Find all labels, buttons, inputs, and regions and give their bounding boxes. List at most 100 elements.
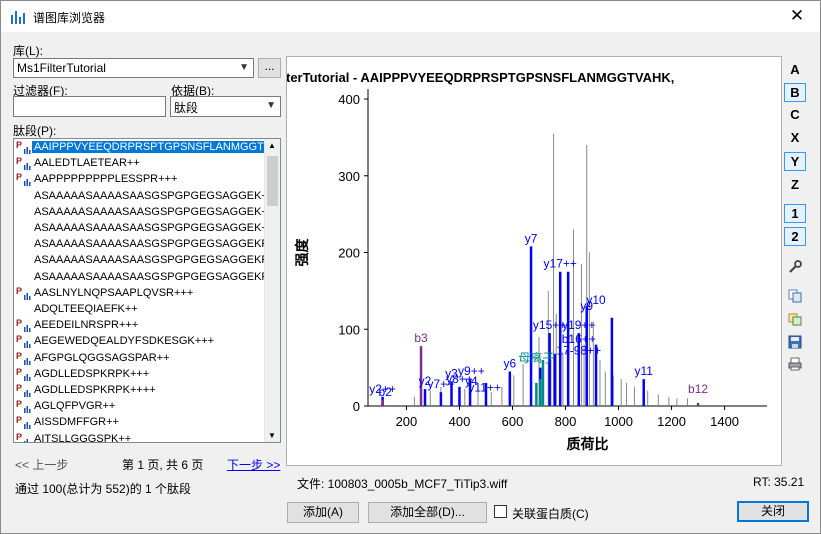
peak-label: y4 (465, 374, 478, 388)
close-button[interactable]: 关闭 (737, 501, 809, 522)
peptide-list[interactable]: P AAIPPPVYEEQDRPRSPTGPSNSFLANMGGTV P AALEDT… (13, 138, 281, 443)
print-icon[interactable] (787, 356, 803, 372)
peptide-spectrum-icon: P (16, 172, 31, 187)
ion-y-toggle[interactable]: Y (784, 152, 806, 171)
peak-label: b2 (379, 385, 393, 399)
peptide-sequence: ASAAAAASAAAASAASGSPGPGEGSAGGEKR+ (34, 238, 276, 251)
peptide-list-item[interactable]: ADQLTEEQIAEFK++ (14, 302, 266, 318)
peak-label: y9 (580, 299, 593, 313)
peptide-list-item[interactable]: ASAAAAASAAAASAASGSPGPGEGSAGGEKR+ (14, 270, 276, 286)
peak-label: y19++ (562, 318, 595, 332)
save-icon[interactable] (787, 334, 803, 350)
peak-label: y2 (419, 374, 432, 388)
peptide-list-item[interactable]: P AALEDTLAETEAR++ (14, 156, 266, 172)
peptide-list-item[interactable]: P AEGEWEDQEALDYFSDKESGK+++ (14, 334, 266, 350)
peak-label: y15++ (533, 318, 566, 332)
peptide-list-item[interactable]: P AEEDEILNRSPR+++ (14, 318, 266, 334)
svg-text:P: P (16, 383, 22, 393)
x-tick-label: 1200 (657, 414, 686, 429)
peak-label: y2++ (369, 382, 396, 396)
y-axis-label: 强度 (294, 238, 310, 267)
svg-text:P: P (16, 351, 22, 361)
filter-input[interactable] (13, 96, 166, 117)
peptide-list-scrollbar[interactable]: ▲ ▼ (264, 139, 280, 442)
peptide-list-item[interactable]: ASAAAAASAAAASAASGSPGPGEGSAGGEK++ (14, 189, 274, 205)
close-window-icon[interactable]: ✕ (789, 6, 805, 25)
peptide-list-item[interactable]: ASAAAAASAAAASAASGSPGPGEGSAGGEKR+ (14, 237, 276, 253)
spectrum-plot[interactable]: terTutorial - AAIPPPVYEEQDRPRSPTGPSNSFLA… (286, 56, 782, 466)
peptide-sequence: AAIPPPVYEEQDRPRSPTGPSNSFLANMGGTV (32, 141, 274, 153)
x-tick-label: 1000 (604, 414, 633, 429)
peptide-list-item[interactable]: P AGDLLEDSPKRPK+++ (14, 367, 266, 383)
peak-label: y3 (445, 366, 458, 380)
peak-label: y11++ (468, 380, 500, 394)
svg-text:P: P (16, 432, 22, 442)
basis-value: 肽段 (174, 101, 199, 115)
ion-z-toggle[interactable]: Z (791, 177, 799, 192)
charge-2-toggle[interactable]: 2 (784, 227, 806, 246)
peptide-spectrum-icon: P (16, 415, 31, 430)
peptide-sequence: ASAAAAASAAAASAASGSPGPGEGSAGGEKR+ (34, 254, 276, 267)
peptide-sequence: AASLNYLNQPSAAPLQVSR+++ (34, 286, 194, 299)
svg-text:P: P (16, 172, 22, 182)
peptide-spectrum-icon: P (16, 383, 31, 397)
add-all-button[interactable]: 添加全部(D)... (368, 502, 487, 523)
edit-library-button[interactable]: ... (258, 58, 281, 78)
peptide-list-item[interactable]: P AFGPGLQGGSAGSPAR++ (14, 351, 266, 367)
peak-label: y7++ (428, 377, 455, 391)
ion-c-toggle[interactable]: C (790, 107, 800, 122)
peak-label: y8++ (446, 372, 473, 386)
ion-b-toggle[interactable]: B (784, 83, 806, 102)
peptide-list-item[interactable]: P AASLNYLNQPSAAPLQVSR+++ (14, 286, 266, 302)
peptide-list-item[interactable]: ASAAAAASAAAASAASGSPGPGEGSAGGEK++ (14, 205, 274, 221)
wrench-icon[interactable] (787, 259, 803, 275)
peptide-sequence: ASAAAAASAAAASAASGSPGPGEGSAGGEK++ (34, 189, 275, 202)
basis-select[interactable]: 肽段 ▼ (170, 96, 281, 117)
peptide-list-item[interactable]: P AGLQFPVGR++ (14, 399, 266, 415)
x-tick-label: 1400 (710, 414, 739, 429)
peptide-sequence: AGLQFPVGR++ (34, 400, 116, 413)
svg-text:P: P (16, 318, 22, 328)
status-text: 通过 100(总计为 552)的 1 个肽段 (15, 482, 192, 496)
prev-page-link[interactable]: << 上一步 (15, 458, 69, 472)
page-info: 第 1 页, 共 6 页 (122, 458, 204, 472)
scroll-up-icon[interactable]: ▲ (268, 141, 276, 150)
peptide-list-item[interactable]: P AGDLLEDSPKRPK++++ (14, 383, 266, 399)
chart-title: terTutorial - AAIPPPVYEEQDRPRSPTGPSNSFLA… (287, 70, 674, 85)
peak-label: y10 (586, 293, 606, 307)
y-tick-label: 0 (353, 399, 360, 414)
peptide-spectrum-icon: P (16, 286, 31, 300)
spectrum-chart: terTutorial - AAIPPPVYEEQDRPRSPTGPSNSFLA… (287, 70, 767, 452)
ion-x-toggle[interactable]: X (790, 130, 800, 145)
basis-label: 依据(B): (171, 84, 215, 98)
peptide-list-item[interactable]: P AISSDMFFGR++ (14, 415, 266, 431)
window-title: 谱图库浏览器 (33, 11, 106, 25)
peptide-list-item[interactable]: P AAIPPPVYEEQDRPRSPTGPSNSFLANMGGTV (14, 140, 274, 156)
svg-text:P: P (16, 156, 22, 166)
peptide-spectrum-icon: P (16, 140, 31, 154)
peptide-sequence: AAPPPPPPPPPLESSPR+++ (34, 173, 178, 186)
x-tick-label: 200 (396, 414, 418, 429)
library-value: Ms1FilterTutorial (17, 61, 106, 75)
peptide-list-item[interactable]: ASAAAAASAAAASAASGSPGPGEGSAGGEKR+ (14, 253, 276, 269)
charge-1-toggle[interactable]: 1 (784, 204, 806, 223)
copy-icon[interactable] (787, 288, 803, 304)
add-button[interactable]: 添加(A) (287, 502, 359, 523)
file-label: 文件: 100803_0005b_MCF7_TiTip3.wiff (297, 477, 508, 491)
peptide-list-item[interactable]: P AAPPPPPPPPPLESSPR+++ (14, 172, 266, 188)
peptide-spectrum-icon: P (16, 367, 31, 381)
library-select[interactable]: Ms1FilterTutorial ▼ (13, 58, 254, 78)
peptide-list-item[interactable]: ASAAAAASAAAASAASGSPGPGEGSAGGEK++ (14, 221, 274, 237)
svg-text:P: P (16, 415, 22, 425)
peptide-sequence: AISSDMFFGR++ (34, 416, 119, 429)
associate-proteins-checkbox[interactable] (494, 505, 507, 518)
chevron-down-icon: ▼ (266, 100, 276, 111)
next-page-link[interactable]: 下一步 >> (227, 458, 281, 472)
scrollbar-thumb[interactable] (267, 156, 278, 206)
scroll-down-icon[interactable]: ▼ (268, 431, 276, 440)
peptide-sequence: AFGPGLQGGSAGSPAR++ (34, 351, 170, 364)
ion-a-toggle[interactable]: A (790, 62, 800, 77)
x-tick-label: 400 (449, 414, 471, 429)
peptide-list-item[interactable]: P AITSLLGGGSPK++ (14, 432, 266, 442)
copy-data-icon[interactable] (787, 311, 803, 327)
